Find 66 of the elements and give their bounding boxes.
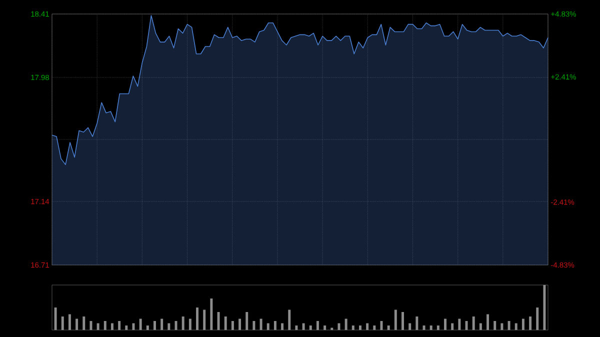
bar — [444, 318, 446, 330]
bar — [486, 314, 490, 330]
bar — [188, 318, 192, 330]
bar — [125, 326, 128, 330]
bar — [536, 308, 539, 330]
bar — [231, 321, 234, 330]
bar — [352, 326, 354, 330]
bar — [160, 318, 164, 330]
bar — [309, 326, 312, 330]
bar — [168, 323, 170, 330]
bar — [508, 321, 510, 330]
bar — [139, 318, 142, 330]
bar — [252, 321, 256, 330]
bar — [402, 312, 404, 330]
bar — [90, 321, 92, 330]
bar — [344, 318, 348, 330]
bar — [543, 285, 546, 330]
bar — [96, 323, 100, 330]
bar — [266, 323, 270, 330]
bar — [118, 321, 121, 330]
bar — [154, 321, 156, 330]
bar — [82, 316, 86, 330]
bar — [373, 326, 376, 330]
bar — [104, 321, 106, 330]
bar — [465, 321, 468, 330]
bar — [61, 316, 64, 330]
bar — [281, 323, 284, 330]
bar — [416, 316, 418, 330]
bar — [54, 308, 57, 330]
bar — [500, 323, 504, 330]
bar — [394, 310, 397, 330]
bar — [338, 323, 340, 330]
bar — [302, 323, 305, 330]
bar — [316, 321, 319, 330]
bar — [274, 321, 276, 330]
bar — [522, 318, 524, 330]
bar — [408, 323, 412, 330]
bar — [387, 326, 390, 330]
bar — [430, 326, 432, 330]
bar — [366, 323, 369, 330]
bar — [288, 310, 291, 330]
bar — [260, 318, 262, 330]
bar — [182, 316, 184, 330]
bar — [514, 323, 518, 330]
bar — [68, 314, 71, 330]
bar — [76, 318, 78, 330]
bar — [146, 326, 149, 330]
bar — [132, 323, 135, 330]
bar — [436, 326, 440, 330]
bar — [110, 323, 114, 330]
bar — [529, 316, 532, 330]
bar — [238, 318, 242, 330]
bar — [217, 312, 220, 330]
bar — [324, 326, 326, 330]
bar — [479, 323, 482, 330]
bar — [494, 321, 496, 330]
bar — [246, 312, 248, 330]
bar — [358, 326, 362, 330]
bar — [224, 316, 227, 330]
bar — [203, 310, 206, 330]
bar — [196, 308, 198, 330]
bar — [472, 316, 475, 330]
bar — [295, 326, 298, 330]
bar — [210, 298, 213, 330]
bar — [451, 323, 454, 330]
bar — [458, 318, 461, 330]
